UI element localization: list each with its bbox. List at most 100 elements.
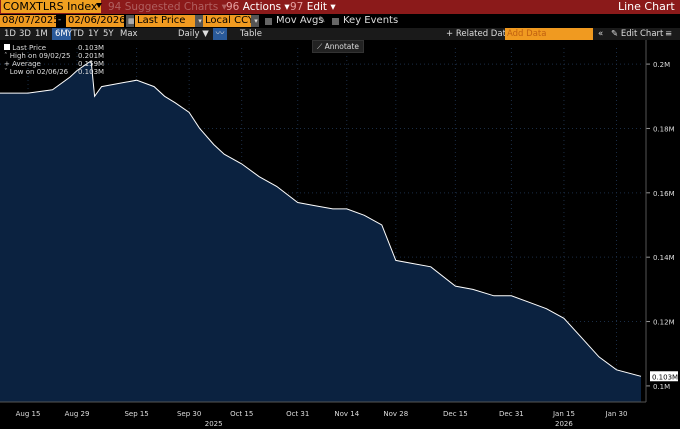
- chevron-down-icon[interactable]: ▾: [251, 15, 259, 27]
- period-toolbar: 1D 3D 1M 6M YTD 1Y 5Y Max Daily ▼ 〰 Table + Rel…: [0, 28, 680, 40]
- frequency-select[interactable]: Daily ▼: [178, 28, 209, 40]
- x-tick-label: Dec 31: [499, 410, 524, 418]
- edit-button[interactable]: 97 Edit ▾: [290, 0, 336, 14]
- x-year-label: 2025: [205, 420, 223, 428]
- x-tick-label: Oct 15: [230, 410, 253, 418]
- chevron-down-icon: ▼: [202, 29, 209, 39]
- price-line: [0, 60, 642, 377]
- chevron-down-icon: ▾: [284, 1, 290, 13]
- calendar-icon[interactable]: ▦: [126, 15, 135, 27]
- actions-label: Actions: [242, 1, 282, 13]
- add-data-input[interactable]: Add Data: [505, 28, 593, 40]
- y-tick-label: 0.16M: [653, 190, 675, 198]
- legend-high-label: High on 09/02/25: [9, 52, 71, 60]
- legend-high: ˆ High on 09/02/25 0.201M: [4, 52, 104, 60]
- line-chart-icon[interactable]: 〰: [213, 28, 227, 40]
- chevron-down-icon[interactable]: ▾: [195, 15, 203, 27]
- legend-average-label: Average: [12, 60, 41, 68]
- collapse-icon[interactable]: «: [598, 29, 604, 39]
- key-events-checkbox[interactable]: [332, 18, 339, 25]
- related-data-button[interactable]: + Related Dat: [446, 28, 506, 40]
- edit-chart-label: Edit Chart: [620, 29, 664, 39]
- legend: Last Price 0.103M ˆ High on 09/02/25 0.2…: [4, 44, 104, 76]
- annotate-button[interactable]: ⟋ Annotate: [312, 40, 364, 53]
- x-tick-label: Nov 28: [383, 410, 408, 418]
- mov-avgs-checkbox[interactable]: [265, 18, 272, 25]
- y-tick-label: 0.1M: [653, 383, 670, 391]
- plus-icon: +: [446, 29, 454, 39]
- x-tick-label: Dec 15: [443, 410, 468, 418]
- key-events-label: Key Events: [343, 15, 399, 26]
- period-button-1m[interactable]: 1M: [35, 29, 48, 39]
- legend-last-price-label: Last Price: [12, 44, 47, 52]
- legend-average: + Average 0.159M: [4, 60, 104, 68]
- x-year-label: 2026: [555, 420, 573, 428]
- high-marker-icon: ˆ: [4, 52, 8, 60]
- pencil-icon[interactable]: ✎: [318, 16, 326, 26]
- end-date-field[interactable]: 02/06/2026: [66, 15, 126, 27]
- legend-low-value: 0.103M: [78, 68, 105, 76]
- x-tick-label: Aug 15: [16, 410, 41, 418]
- x-tick-label: Aug 29: [65, 410, 90, 418]
- x-tick-label: Jan 15: [552, 410, 575, 418]
- x-axis: Aug 15 Aug 29 Sep 15 Sep 30 Oct 15 Oct 31 Nov …: [0, 401, 646, 428]
- suggested-charts-button[interactable]: 94 Suggested Charts ▾: [108, 0, 227, 14]
- average-marker-icon: +: [4, 60, 10, 68]
- related-data-label: Related Dat: [455, 29, 506, 39]
- price-field-select[interactable]: Last Price: [135, 15, 195, 27]
- legend-swatch-icon: [4, 44, 10, 50]
- currency-select[interactable]: Local CCY: [203, 15, 254, 27]
- ticker-dropdown-icon[interactable]: [96, 3, 102, 8]
- start-date-field[interactable]: 08/07/2025: [0, 15, 60, 27]
- legend-high-value: 0.201M: [78, 52, 105, 60]
- chevron-down-icon: ▾: [330, 1, 336, 13]
- edit-chart-button[interactable]: ✎ Edit Chart: [611, 28, 663, 40]
- edit-number: 97: [290, 1, 304, 13]
- area-fill: [0, 60, 641, 403]
- chart-type-title: Line Chart: [618, 0, 675, 13]
- period-button-5y[interactable]: 5Y: [103, 29, 114, 39]
- actions-number: 96: [226, 1, 240, 13]
- y-tick-label: 0.18M: [653, 125, 675, 133]
- settings-icon[interactable]: ≡: [665, 29, 673, 39]
- x-tick-label: Sep 30: [177, 410, 201, 418]
- title-bar: COMXTLRS Index 94 Suggested Charts ▾ 96 …: [0, 0, 680, 14]
- last-value-label: 0.103M: [652, 373, 678, 381]
- x-tick-label: Jan 30: [605, 410, 628, 418]
- annotate-label: Annotate: [324, 42, 359, 51]
- suggested-charts-label: Suggested Charts: [124, 1, 219, 13]
- x-tick-label: Nov 14: [334, 410, 359, 418]
- suggested-charts-number: 94: [108, 1, 122, 13]
- period-button-6m[interactable]: 6M: [52, 28, 71, 40]
- settings-bar: 08/07/2025 - 02/06/2026 ▦ Last Price ▾ L…: [0, 14, 680, 28]
- legend-last-price-value: 0.103M: [78, 44, 105, 52]
- y-tick-label: 0.2M: [653, 61, 670, 69]
- mov-avgs-label: Mov Avgs: [276, 15, 324, 26]
- legend-low: ˇ Low on 02/06/26 0.103M: [4, 68, 104, 76]
- date-separator: -: [58, 15, 62, 25]
- period-button-1y[interactable]: 1Y: [88, 29, 99, 39]
- y-tick-label: 0.14M: [653, 254, 675, 262]
- pencil-icon: ⟋: [317, 42, 323, 51]
- low-marker-icon: ˇ: [4, 68, 8, 76]
- ticker-field[interactable]: COMXTLRS Index: [1, 0, 101, 13]
- legend-last-price: Last Price 0.103M: [4, 44, 104, 52]
- pencil-icon: ✎: [611, 29, 619, 39]
- x-tick-label: Sep 15: [124, 410, 148, 418]
- legend-average-value: 0.159M: [78, 60, 105, 68]
- period-button-max[interactable]: Max: [120, 29, 138, 39]
- x-tick-label: Oct 31: [286, 410, 309, 418]
- table-button[interactable]: Table: [240, 29, 262, 39]
- last-value-badge: [650, 371, 678, 382]
- price-chart[interactable]: 0.1M 0.12M 0.14M 0.16M 0.18M 0.2M 0.103M Aug 1…: [0, 40, 680, 429]
- actions-button[interactable]: 96 Actions ▾: [226, 0, 290, 14]
- chevron-down-icon: ▾: [221, 1, 227, 13]
- period-button-1d[interactable]: 1D: [4, 29, 16, 39]
- frequency-label: Daily: [178, 29, 200, 39]
- legend-low-label: Low on 02/06/26: [9, 68, 69, 76]
- edit-label: Edit: [306, 1, 328, 13]
- period-button-3d[interactable]: 3D: [19, 29, 31, 39]
- period-button-ytd[interactable]: YTD: [67, 29, 84, 39]
- y-axis: 0.1M 0.12M 0.14M 0.16M 0.18M 0.2M 0.103M: [645, 40, 678, 402]
- y-tick-label: 0.12M: [653, 319, 675, 327]
